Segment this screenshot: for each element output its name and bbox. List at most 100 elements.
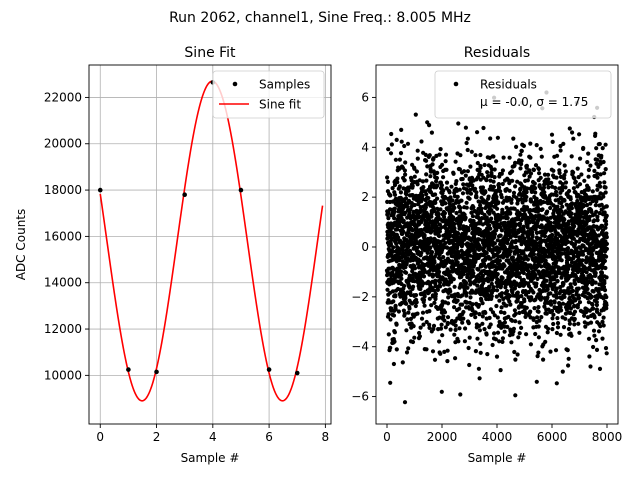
residual-point (437, 339, 442, 344)
residual-point (501, 155, 506, 160)
residual-point (558, 148, 563, 153)
residual-point (394, 241, 399, 246)
residual-point (425, 164, 430, 169)
residual-point (404, 270, 409, 275)
residual-point (438, 351, 443, 356)
residual-point (413, 112, 418, 117)
residual-point (588, 320, 594, 325)
residual-point (587, 217, 592, 223)
residual-point (497, 185, 502, 190)
residual-point (567, 126, 572, 131)
residual-point (461, 182, 466, 187)
residual-point (475, 283, 480, 288)
residual-point (519, 325, 524, 330)
residual-point (594, 347, 600, 352)
residual-point (542, 234, 548, 239)
residual-point (438, 284, 443, 289)
residual-point (466, 228, 471, 233)
residual-point (479, 216, 484, 221)
residual-point (513, 184, 518, 189)
residual-point (392, 330, 397, 335)
residual-point (494, 354, 500, 359)
residual-point (469, 149, 474, 154)
residual-point (603, 219, 609, 224)
residual-point (575, 166, 580, 171)
residual-point (402, 168, 407, 173)
residual-point (502, 310, 507, 315)
residual-point (601, 194, 606, 199)
residual-point (389, 131, 394, 137)
residual-point (392, 182, 398, 188)
residual-point (449, 184, 454, 189)
residual-point (419, 227, 424, 233)
residual-point (477, 169, 482, 174)
residual-point (562, 163, 567, 168)
residual-point (536, 324, 541, 329)
residual-point (476, 366, 481, 371)
residual-point (604, 235, 609, 240)
y-tick-label: 0 (361, 240, 369, 254)
legend: Samples Sine fit (212, 70, 325, 119)
residual-point (424, 178, 429, 183)
residual-point (496, 200, 501, 205)
residual-point (530, 229, 535, 235)
residual-point (391, 249, 396, 254)
residual-point (433, 200, 438, 205)
residual-point (422, 303, 427, 308)
residual-point (402, 311, 407, 316)
residual-point (420, 179, 425, 184)
residual-point (495, 315, 500, 320)
residual-point (586, 187, 591, 192)
residual-point (395, 176, 400, 181)
residual-point (596, 329, 602, 334)
residual-point (471, 263, 477, 268)
residual-point (497, 258, 502, 263)
residual-point (577, 330, 582, 335)
residual-point (523, 289, 528, 294)
residual-point (452, 221, 457, 226)
residual-point (388, 380, 393, 385)
residual-point (386, 216, 391, 221)
residual-point (532, 306, 537, 311)
residual-point (489, 216, 494, 221)
residual-point (454, 210, 459, 216)
residual-point (585, 160, 590, 165)
residual-point (492, 167, 497, 172)
residual-point (594, 199, 599, 204)
residual-point (516, 335, 521, 340)
residual-point (592, 218, 597, 223)
residual-point (438, 326, 444, 331)
residual-point (507, 293, 513, 299)
residual-point (525, 186, 530, 191)
y-tick-label: −2 (351, 290, 369, 304)
residual-point (492, 331, 497, 336)
residual-point (415, 245, 420, 251)
residual-point (429, 214, 434, 219)
residual-point (513, 238, 519, 243)
residual-point (443, 325, 448, 330)
residual-point (492, 232, 497, 237)
residual-point (468, 191, 474, 196)
residual-point (552, 300, 557, 305)
residual-point (432, 357, 438, 362)
y-tick-label: 18000 (44, 183, 82, 197)
residual-point (508, 234, 513, 239)
residual-point (404, 301, 409, 306)
residual-point (407, 306, 412, 311)
residual-point (604, 254, 609, 259)
residual-point (498, 310, 504, 315)
residual-point (582, 178, 587, 183)
residual-point (487, 315, 492, 320)
residual-point (414, 169, 419, 174)
residual-point (567, 321, 573, 326)
residual-point (528, 141, 533, 146)
residual-point (452, 226, 457, 231)
residual-point (399, 272, 404, 278)
residual-point (554, 175, 559, 180)
y-tick-label: 22000 (44, 90, 82, 104)
residual-point (597, 312, 602, 317)
residual-point (475, 130, 480, 135)
residual-point (401, 229, 406, 234)
residual-point (598, 324, 603, 329)
residual-point (546, 172, 551, 177)
